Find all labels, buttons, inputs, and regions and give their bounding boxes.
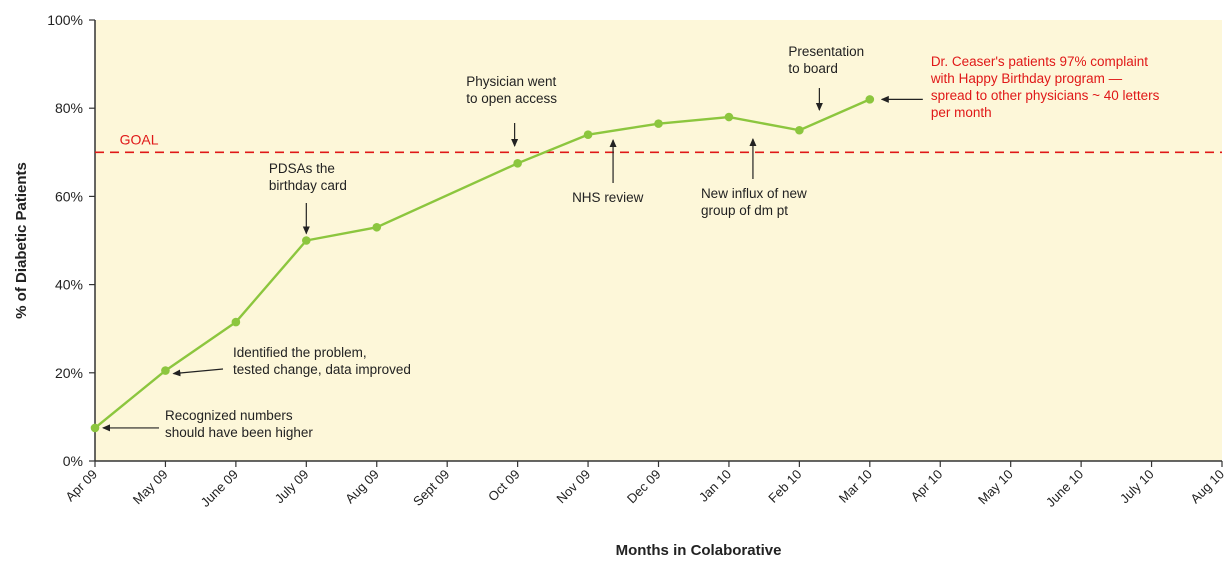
- annotation-text: Physician went: [466, 74, 556, 89]
- data-point: [724, 112, 734, 122]
- x-tick-label: Apr 09: [62, 467, 100, 505]
- data-point: [583, 130, 593, 139]
- annotation-text: New influx of new: [701, 186, 807, 201]
- annotation-text: spread to other physicians ~ 40 letters: [931, 88, 1160, 103]
- annotation-text: Dr. Ceaser's patients 97% complaint: [931, 54, 1148, 69]
- annotation-text: per month: [931, 105, 992, 120]
- y-tick-label: 0%: [63, 453, 83, 469]
- annotation-text: Identified the problem,: [233, 345, 367, 360]
- x-tick-label: July 09: [272, 467, 312, 507]
- annotation-text: group of dm pt: [701, 203, 788, 218]
- x-tick-label: Sept 09: [410, 467, 452, 509]
- annotation-text: tested change, data improved: [233, 362, 411, 377]
- annotation-text: Recognized numbers: [165, 408, 293, 423]
- annotation-text: birthday card: [269, 178, 347, 193]
- data-point: [231, 317, 241, 327]
- y-tick-label: 60%: [55, 188, 83, 204]
- data-point: [90, 423, 100, 433]
- x-tick-label: May 10: [975, 467, 1016, 508]
- x-tick-label: May 09: [130, 467, 171, 508]
- x-tick-label: Feb 10: [765, 467, 804, 506]
- plot-area: [95, 20, 1222, 461]
- x-tick-label: Nov 09: [553, 467, 593, 507]
- data-point: [372, 222, 382, 232]
- goal-label: GOAL: [120, 131, 159, 147]
- annotation-text: PDSAs the: [269, 161, 335, 176]
- x-tick-label: Aug 09: [342, 467, 382, 507]
- x-tick-label: Oct 09: [485, 467, 523, 505]
- x-tick-label: Dec 09: [624, 467, 664, 507]
- x-tick-label: Apr 10: [908, 467, 946, 505]
- x-tick-label: Mar 10: [836, 467, 875, 506]
- data-point: [654, 119, 663, 128]
- x-tick-label: June 09: [198, 467, 241, 510]
- annotation-arrow: [172, 368, 224, 377]
- annotation-text: Presentation: [788, 44, 864, 59]
- x-tick-label: Jan 10: [696, 467, 734, 505]
- annotation-text: should have been higher: [165, 425, 313, 440]
- y-tick-label: 100%: [47, 12, 83, 28]
- x-tick-label: Aug 10: [1187, 467, 1227, 507]
- annotation-text: to board: [788, 61, 838, 76]
- data-point: [302, 236, 311, 245]
- data-point: [513, 159, 522, 168]
- data-point: [865, 95, 875, 104]
- y-tick-label: 80%: [55, 100, 83, 116]
- y-axis-title: % of Diabetic Patients: [13, 162, 30, 319]
- annotation-text: with Happy Birthday program —: [930, 71, 1123, 86]
- annotation-text: to open access: [466, 91, 557, 106]
- x-axis-title: Months in Colaborative: [616, 542, 782, 559]
- y-tick-label: 20%: [55, 365, 83, 381]
- x-tick-label: July 10: [1117, 467, 1157, 507]
- y-tick-label: 40%: [55, 277, 83, 293]
- x-tick-label: June 10: [1043, 467, 1086, 510]
- annotation-text: NHS review: [572, 190, 644, 205]
- data-point: [161, 366, 170, 375]
- data-point: [795, 125, 804, 135]
